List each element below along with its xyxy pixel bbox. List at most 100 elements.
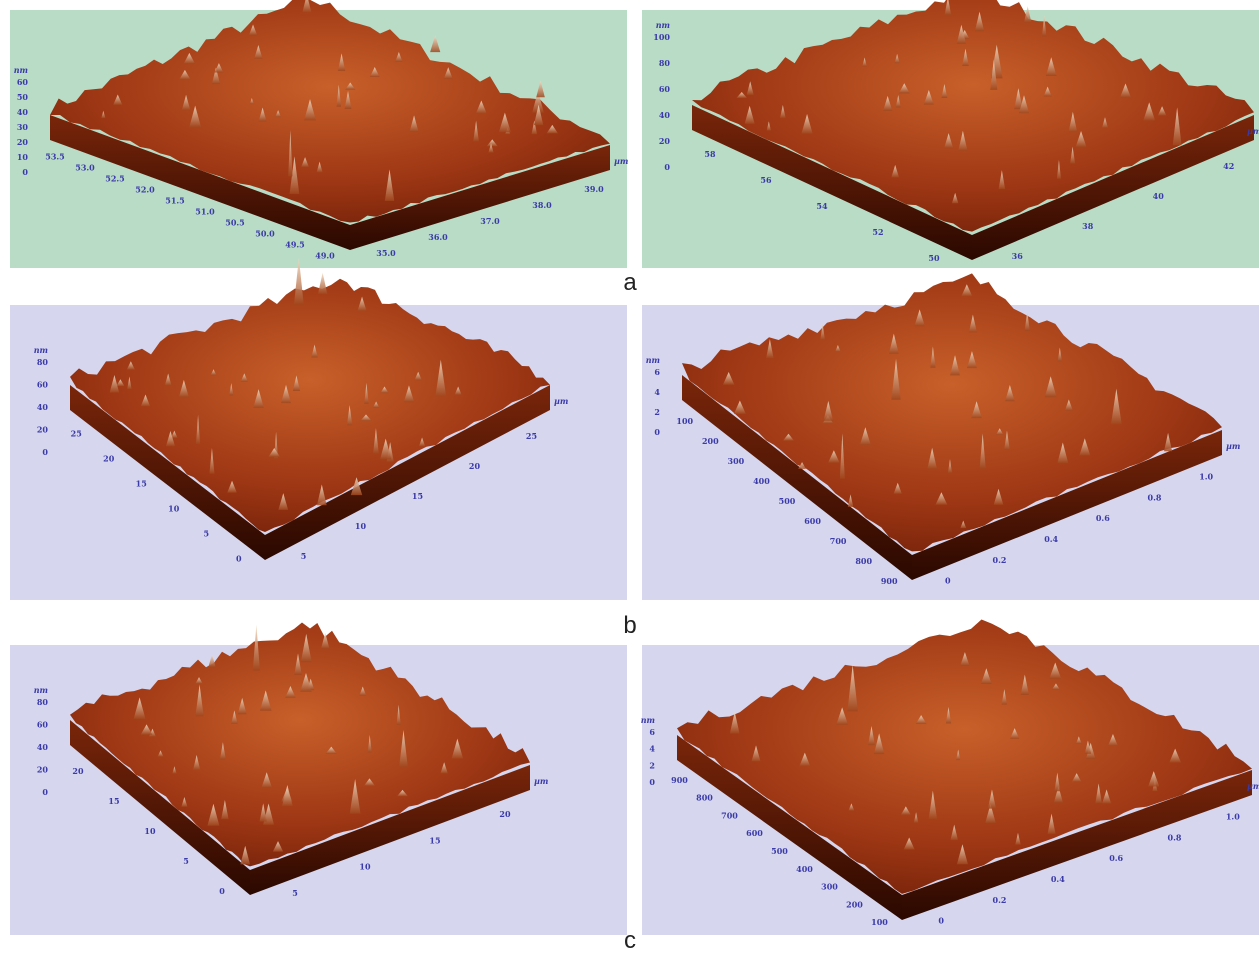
left-tick-label: 900 <box>671 775 688 785</box>
left-tick-label: 51.5 <box>165 196 184 206</box>
left-tick-label: 53.0 <box>75 163 95 173</box>
right-tick-label: 5 <box>292 888 298 898</box>
left-tick-label: 52.5 <box>105 174 124 184</box>
left-tick-label: 800 <box>855 556 872 566</box>
z-tick-label: 60 <box>37 380 49 390</box>
right-tick-label: 35.0 <box>376 248 396 258</box>
z-tick-label: 40 <box>37 742 49 752</box>
z-tick-label: 0 <box>22 167 28 177</box>
z-tick-label: 20 <box>37 425 49 435</box>
left-tick-label: 500 <box>771 846 788 856</box>
right-tick-label: 0 <box>945 576 951 586</box>
z-tick-label: 40 <box>659 110 671 120</box>
z-unit: nm <box>646 355 660 365</box>
left-tick-label: 400 <box>753 476 770 486</box>
right-tick-label: 38 <box>1082 221 1094 231</box>
right-tick-label: 0.6 <box>1096 513 1110 523</box>
left-tick-label: 51.0 <box>195 207 215 217</box>
right-tick-label: 0.4 <box>1051 874 1065 884</box>
right-tick-label: 39.0 <box>584 184 604 194</box>
z-tick-label: 20 <box>17 137 29 147</box>
left-tick-label: 15 <box>136 479 147 489</box>
right-tick-label: 42 <box>1223 161 1234 171</box>
right-tick-label: 15 <box>429 835 440 845</box>
left-tick-label: 53.5 <box>45 152 64 162</box>
left-tick-label: 700 <box>830 536 847 546</box>
z-tick-label: 100 <box>653 32 670 42</box>
left-tick-label: 52 <box>872 227 883 237</box>
z-tick-label: 50 <box>17 92 29 102</box>
left-tick-label: 10 <box>168 504 180 514</box>
left-tick-label: 25 <box>71 429 82 439</box>
left-tick-label: 900 <box>881 576 898 586</box>
left-tick-label: 56 <box>760 175 772 185</box>
right-tick-label: 15 <box>412 491 423 501</box>
z-tick-label: 20 <box>659 136 671 146</box>
z-tick-label: 4 <box>654 387 660 397</box>
z-unit: nm <box>34 685 48 695</box>
z-tick-label: 10 <box>17 152 29 162</box>
left-tick-label: 600 <box>746 828 763 838</box>
z-tick-label: 0 <box>664 162 670 172</box>
z-tick-label: 60 <box>659 84 671 94</box>
surface-peak <box>318 273 327 294</box>
left-tick-label: 49.0 <box>315 251 335 261</box>
z-tick-label: 6 <box>654 367 660 377</box>
right-tick-label: 5 <box>301 551 307 561</box>
xy-unit: µm <box>1226 441 1240 451</box>
left-tick-label: 800 <box>696 793 713 803</box>
z-tick-label: 0 <box>42 787 48 797</box>
left-tick-label: 200 <box>702 436 719 446</box>
z-tick-label: 2 <box>649 760 655 770</box>
afm-panel: 020406080nm201510505101520µm <box>10 622 627 935</box>
right-tick-label: 0.2 <box>993 555 1007 565</box>
left-tick-label: 0 <box>219 886 225 896</box>
afm-panel: 0246nm90080070060050040030020010000.20.4… <box>641 619 1259 935</box>
z-tick-label: 0 <box>649 777 655 787</box>
xy-unit: µm <box>1247 126 1259 136</box>
afm-panel: 020406080nm2520151050510152025µm <box>10 258 627 600</box>
left-tick-label: 600 <box>804 516 821 526</box>
right-tick-label: 36.0 <box>428 232 448 242</box>
left-tick-label: 50.5 <box>225 218 244 228</box>
right-tick-label: 38.0 <box>532 200 552 210</box>
right-tick-label: 20 <box>499 809 511 819</box>
left-tick-label: 10 <box>144 826 156 836</box>
row-label: b <box>623 612 636 639</box>
z-unit: nm <box>34 345 48 355</box>
z-tick-label: 40 <box>37 402 49 412</box>
right-tick-label: 25 <box>526 431 537 441</box>
right-tick-label: 1.0 <box>1226 811 1240 821</box>
left-tick-label: 400 <box>796 864 813 874</box>
left-tick-label: 500 <box>779 496 796 506</box>
left-tick-label: 100 <box>871 917 888 927</box>
left-tick-label: 5 <box>183 856 189 866</box>
xy-unit: µm <box>554 396 568 406</box>
right-tick-label: 20 <box>469 461 481 471</box>
left-tick-label: 20 <box>72 766 84 776</box>
z-tick-label: 30 <box>17 122 29 132</box>
right-tick-label: 0.4 <box>1044 534 1058 544</box>
z-tick-label: 80 <box>37 357 49 367</box>
right-tick-label: 0 <box>938 916 944 926</box>
left-tick-label: 15 <box>108 796 119 806</box>
xy-unit: µm <box>614 156 628 166</box>
z-tick-label: 0 <box>42 447 48 457</box>
left-tick-label: 20 <box>103 454 115 464</box>
xy-unit: µm <box>1247 781 1259 791</box>
left-tick-label: 100 <box>676 416 693 426</box>
left-tick-label: 300 <box>821 882 838 892</box>
left-tick-label: 50.0 <box>255 229 275 239</box>
afm-panel: 0102030405060nm53.553.052.552.051.551.05… <box>10 0 628 268</box>
z-tick-label: 40 <box>17 107 29 117</box>
right-tick-label: 0.6 <box>1109 853 1123 863</box>
right-tick-label: 0.2 <box>993 895 1007 905</box>
left-tick-label: 5 <box>203 529 209 539</box>
right-tick-label: 37.0 <box>480 216 500 226</box>
z-tick-label: 80 <box>659 58 671 68</box>
left-tick-label: 0 <box>236 554 242 564</box>
z-tick-label: 4 <box>649 744 655 754</box>
right-tick-label: 0.8 <box>1168 832 1182 842</box>
left-tick-label: 49.5 <box>285 240 304 250</box>
